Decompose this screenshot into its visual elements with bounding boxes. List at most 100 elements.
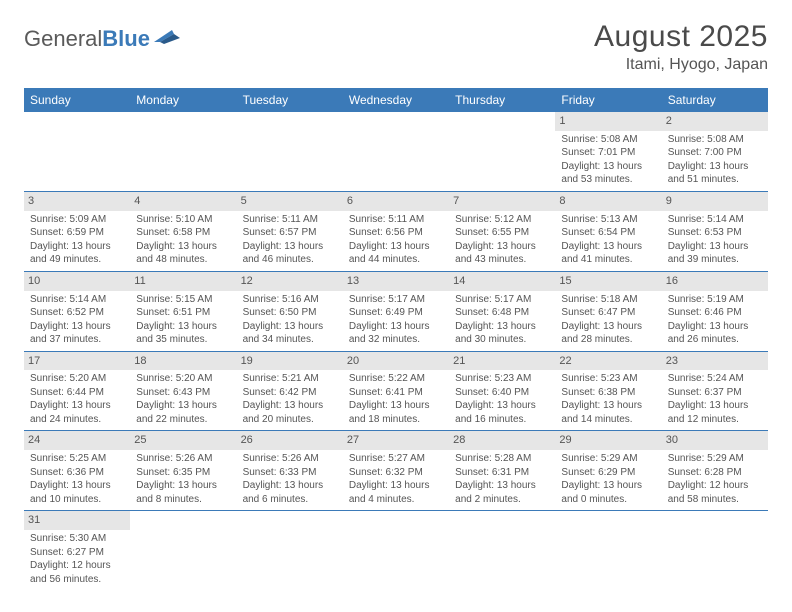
day-info: Sunrise: 5:26 AMSunset: 6:33 PMDaylight:… xyxy=(241,452,339,506)
page-title: August 2025 xyxy=(594,20,768,54)
day-info: Sunrise: 5:23 AMSunset: 6:38 PMDaylight:… xyxy=(559,372,657,426)
calendar-cell: 17Sunrise: 5:20 AMSunset: 6:44 PMDayligh… xyxy=(24,352,130,432)
calendar-cell: 18Sunrise: 5:20 AMSunset: 6:43 PMDayligh… xyxy=(130,352,236,432)
day-info: Sunrise: 5:29 AMSunset: 6:29 PMDaylight:… xyxy=(559,452,657,506)
day-number: 23 xyxy=(662,352,768,371)
calendar-cell-empty xyxy=(130,511,236,590)
sunset-line: Sunset: 6:44 PM xyxy=(30,386,124,400)
daylight-line: Daylight: 13 hours and 32 minutes. xyxy=(349,320,443,347)
sunrise-line: Sunrise: 5:17 AM xyxy=(349,293,443,307)
sunrise-line: Sunrise: 5:08 AM xyxy=(668,133,762,147)
day-info: Sunrise: 5:08 AMSunset: 7:00 PMDaylight:… xyxy=(666,133,764,187)
day-number: 21 xyxy=(449,352,555,371)
sunrise-line: Sunrise: 5:15 AM xyxy=(136,293,230,307)
sunset-line: Sunset: 6:33 PM xyxy=(243,466,337,480)
day-info: Sunrise: 5:13 AMSunset: 6:54 PMDaylight:… xyxy=(559,213,657,267)
daylight-line: Daylight: 13 hours and 18 minutes. xyxy=(349,399,443,426)
sunrise-line: Sunrise: 5:24 AM xyxy=(668,372,762,386)
day-info: Sunrise: 5:17 AMSunset: 6:49 PMDaylight:… xyxy=(347,293,445,347)
daylight-line: Daylight: 13 hours and 20 minutes. xyxy=(243,399,337,426)
calendar-cell: 10Sunrise: 5:14 AMSunset: 6:52 PMDayligh… xyxy=(24,272,130,352)
day-info: Sunrise: 5:20 AMSunset: 6:43 PMDaylight:… xyxy=(134,372,232,426)
calendar-cell: 3Sunrise: 5:09 AMSunset: 6:59 PMDaylight… xyxy=(24,192,130,272)
daylight-line: Daylight: 13 hours and 4 minutes. xyxy=(349,479,443,506)
day-number: 1 xyxy=(555,112,661,131)
day-info: Sunrise: 5:15 AMSunset: 6:51 PMDaylight:… xyxy=(134,293,232,347)
daylight-line: Daylight: 13 hours and 0 minutes. xyxy=(561,479,655,506)
daylight-line: Daylight: 13 hours and 26 minutes. xyxy=(668,320,762,347)
sunset-line: Sunset: 6:52 PM xyxy=(30,306,124,320)
day-info: Sunrise: 5:14 AMSunset: 6:53 PMDaylight:… xyxy=(666,213,764,267)
day-number: 16 xyxy=(662,272,768,291)
calendar-cell: 25 Sunrise: 5:26 AMSunset: 6:35 PMDayligh… xyxy=(130,431,236,511)
calendar-cell-empty xyxy=(237,511,343,590)
weekday-header: Saturday xyxy=(662,88,768,112)
sunrise-line: Sunrise: 5:29 AM xyxy=(668,452,762,466)
sunrise-line: Sunrise: 5:26 AM xyxy=(243,452,337,466)
sunrise-line: Sunrise: 5:09 AM xyxy=(30,213,124,227)
calendar-cell: 28Sunrise: 5:28 AMSunset: 6:31 PMDayligh… xyxy=(449,431,555,511)
daylight-line: Daylight: 13 hours and 10 minutes. xyxy=(30,479,124,506)
day-info: Sunrise: 5:17 AMSunset: 6:48 PMDaylight:… xyxy=(453,293,551,347)
sunset-line: Sunset: 6:31 PM xyxy=(455,466,549,480)
day-info: Sunrise: 5:19 AMSunset: 6:46 PMDaylight:… xyxy=(666,293,764,347)
sunset-line: Sunset: 6:49 PM xyxy=(349,306,443,320)
daylight-line: Daylight: 13 hours and 46 minutes. xyxy=(243,240,337,267)
day-info: Sunrise: 5:26 AMSunset: 6:35 PMDaylight:… xyxy=(134,452,232,506)
day-info: Sunrise: 5:09 AMSunset: 6:59 PMDaylight:… xyxy=(28,213,126,267)
day-number: 5 xyxy=(237,192,343,211)
day-number: 8 xyxy=(555,192,661,211)
sunset-line: Sunset: 6:48 PM xyxy=(455,306,549,320)
day-number: 4 xyxy=(130,192,236,211)
daylight-line: Daylight: 13 hours and 49 minutes. xyxy=(30,240,124,267)
calendar-cell: 29 Sunrise: 5:29 AMSunset: 6:29 PMDayligh… xyxy=(555,431,661,511)
day-number: 29 xyxy=(555,431,661,450)
daylight-line: Daylight: 13 hours and 35 minutes. xyxy=(136,320,230,347)
daylight-line: Daylight: 13 hours and 6 minutes. xyxy=(243,479,337,506)
day-info: Sunrise: 5:23 AMSunset: 6:40 PMDaylight:… xyxy=(453,372,551,426)
calendar-cell-empty xyxy=(343,112,449,192)
daylight-line: Daylight: 13 hours and 53 minutes. xyxy=(561,160,655,187)
day-number: 15 xyxy=(555,272,661,291)
daylight-line: Daylight: 13 hours and 48 minutes. xyxy=(136,240,230,267)
logo-word2: Blue xyxy=(102,26,150,51)
day-number: 9 xyxy=(662,192,768,211)
day-number: 25 xyxy=(130,431,236,450)
sunrise-line: Sunrise: 5:20 AM xyxy=(136,372,230,386)
sunrise-line: Sunrise: 5:10 AM xyxy=(136,213,230,227)
weekday-header: Wednesday xyxy=(343,88,449,112)
day-info: Sunrise: 5:08 AMSunset: 7:01 PMDaylight:… xyxy=(559,133,657,187)
day-number: 19 xyxy=(237,352,343,371)
calendar-header-row: SundayMondayTuesdayWednesdayThursdayFrid… xyxy=(24,88,768,112)
sunrise-line: Sunrise: 5:23 AM xyxy=(561,372,655,386)
sunset-line: Sunset: 6:41 PM xyxy=(349,386,443,400)
logo-text: GeneralBlue xyxy=(24,26,150,52)
calendar-cell-empty xyxy=(343,511,449,590)
calendar-cell-empty xyxy=(662,511,768,590)
sunset-line: Sunset: 6:40 PM xyxy=(455,386,549,400)
sunrise-line: Sunrise: 5:12 AM xyxy=(455,213,549,227)
calendar-cell: 5Sunrise: 5:11 AMSunset: 6:57 PMDaylight… xyxy=(237,192,343,272)
sunrise-line: Sunrise: 5:11 AM xyxy=(243,213,337,227)
calendar-cell: 19Sunrise: 5:21 AMSunset: 6:42 PMDayligh… xyxy=(237,352,343,432)
day-number: 20 xyxy=(343,352,449,371)
sunset-line: Sunset: 6:42 PM xyxy=(243,386,337,400)
sunset-line: Sunset: 7:01 PM xyxy=(561,146,655,160)
sunrise-line: Sunrise: 5:14 AM xyxy=(668,213,762,227)
sunset-line: Sunset: 6:46 PM xyxy=(668,306,762,320)
day-info: Sunrise: 5:18 AMSunset: 6:47 PMDaylight:… xyxy=(559,293,657,347)
day-info: Sunrise: 5:21 AMSunset: 6:42 PMDaylight:… xyxy=(241,372,339,426)
sunset-line: Sunset: 6:59 PM xyxy=(30,226,124,240)
daylight-line: Daylight: 12 hours and 58 minutes. xyxy=(668,479,762,506)
daylight-line: Daylight: 13 hours and 41 minutes. xyxy=(561,240,655,267)
sunrise-line: Sunrise: 5:27 AM xyxy=(349,452,443,466)
day-number: 22 xyxy=(555,352,661,371)
calendar-cell: 30Sunrise: 5:29 AMSunset: 6:28 PMDayligh… xyxy=(662,431,768,511)
sunrise-line: Sunrise: 5:21 AM xyxy=(243,372,337,386)
day-info: Sunrise: 5:20 AMSunset: 6:44 PMDaylight:… xyxy=(28,372,126,426)
calendar-cell: 22Sunrise: 5:23 AMSunset: 6:38 PMDayligh… xyxy=(555,352,661,432)
daylight-line: Daylight: 13 hours and 2 minutes. xyxy=(455,479,549,506)
sunset-line: Sunset: 6:51 PM xyxy=(136,306,230,320)
weekday-header: Friday xyxy=(555,88,661,112)
sunrise-line: Sunrise: 5:30 AM xyxy=(30,532,124,546)
